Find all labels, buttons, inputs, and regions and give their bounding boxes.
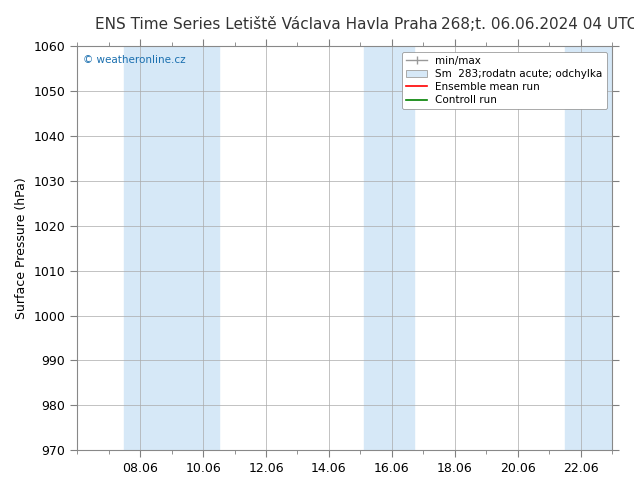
Bar (124, 47, 219, 450)
Legend: min/max, Sm  283;rodatn acute; odchylka, Ensemble mean run, Controll run: min/max, Sm 283;rodatn acute; odchylka, … (402, 51, 607, 109)
Bar (363, 47, 414, 450)
Text: © weatheronline.cz: © weatheronline.cz (82, 54, 185, 65)
Text: 268;t. 06.06.2024 04 UTC: 268;t. 06.06.2024 04 UTC (441, 17, 634, 32)
Text: ENS Time Series Letiště Václava Havla Praha: ENS Time Series Letiště Václava Havla Pr… (95, 17, 437, 32)
Y-axis label: Surface Pressure (hPa): Surface Pressure (hPa) (15, 177, 28, 319)
Bar (565, 47, 612, 450)
